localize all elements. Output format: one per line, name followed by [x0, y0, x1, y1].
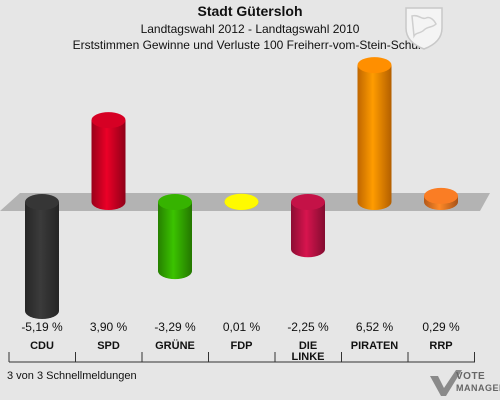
category-label: SPD: [97, 340, 120, 352]
bar-piraten: [357, 65, 392, 202]
bar-bottom-cap: [91, 194, 126, 210]
bar-top-cap: [357, 57, 392, 74]
value-label: -2,25 %: [287, 320, 329, 334]
bar-spd: [91, 120, 126, 202]
value-label: 0,01 %: [223, 320, 261, 334]
bar-top-cap: [291, 194, 325, 210]
chart-comparison: Landtagswahl 2012 - Landtagswahl 2010: [140, 22, 360, 36]
category-label: CDU: [30, 340, 54, 352]
category-label: LINKE: [292, 351, 325, 363]
reports-status: 3 von 3 Schnellmeldungen: [7, 370, 137, 382]
logo-text-manager: MANAGER: [456, 383, 500, 393]
bar-cdu: [25, 202, 59, 311]
value-label: -5,19 %: [21, 320, 63, 334]
category-label: GRÜNE: [155, 339, 195, 352]
bar-top-cap: [25, 194, 59, 210]
value-label: 3,90 %: [90, 320, 128, 334]
chart-subtitle: Erststimmen Gewinne und Verluste 100 Fre…: [72, 38, 428, 52]
bar-bottom-cap: [357, 194, 392, 210]
bar-bottom-cap: [158, 263, 192, 280]
bar-top-cap: [424, 187, 458, 204]
coat-of-arms-icon: [405, 7, 443, 50]
bar-grüne: [158, 202, 192, 272]
bar-top-cap: [158, 194, 192, 210]
bar-top-cap: [91, 112, 126, 129]
category-label: PIRATEN: [351, 340, 399, 352]
vote-manager-logo: [430, 370, 462, 396]
value-label: 6,52 %: [356, 320, 394, 334]
bar-bottom-cap: [25, 302, 59, 319]
category-label: DIE: [299, 340, 317, 352]
category-label: RRP: [429, 340, 452, 352]
bar-top-cap: [224, 193, 259, 210]
value-label: 0,29 %: [422, 320, 460, 334]
logo-text-vote: VOTE: [456, 371, 486, 382]
chart-title: Stadt Gütersloh: [197, 3, 303, 19]
bar-bottom-cap: [291, 241, 325, 258]
value-label: -3,29 %: [154, 320, 196, 334]
category-label: FDP: [231, 340, 253, 352]
